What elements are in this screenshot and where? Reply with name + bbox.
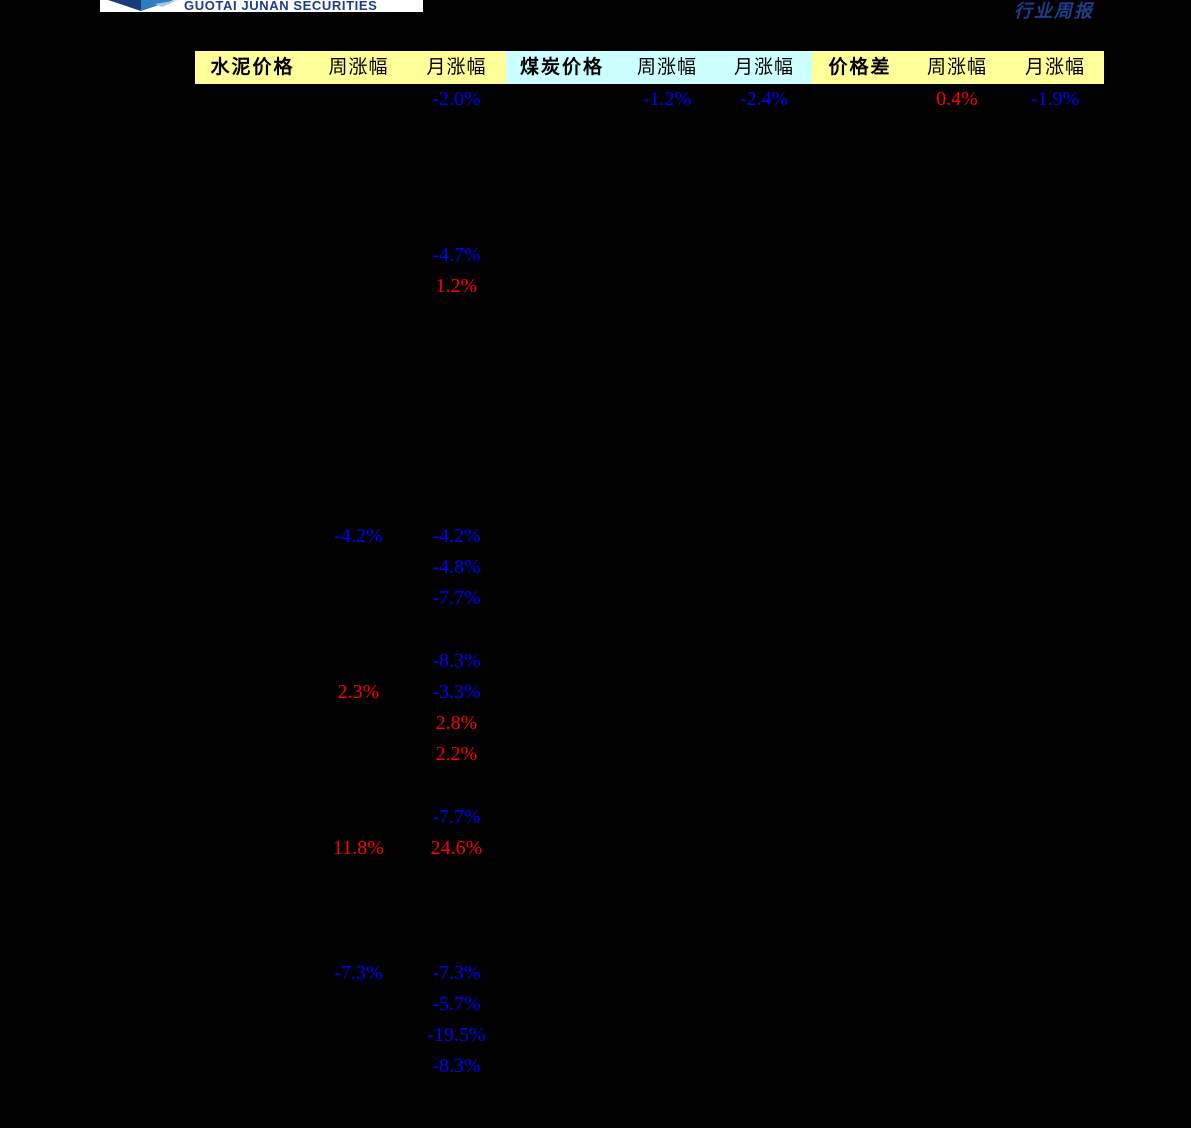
header-cell-coal-4: 周涨幅: [618, 51, 716, 84]
report-type-label: 行业周报: [1014, 1, 1094, 21]
header-cell-coal-5: 月涨幅: [716, 51, 812, 84]
value-cell: 1.2%: [435, 275, 478, 298]
table-body: -2.0% -1.2% -2.4% 0.4% -1.9% -4.7% 1.2% -4.2% -4…: [195, 84, 1104, 1083]
header-cell-spread-6: 价格差: [812, 51, 908, 84]
value-cell: 2.3%: [337, 680, 380, 703]
guotai-junan-logo-icon: [108, 0, 178, 11]
value-cell: -8.3%: [432, 649, 481, 672]
value-cell: -2.4%: [739, 88, 789, 110]
value-cell: -2.0%: [432, 88, 481, 110]
value-cell: -4.7%: [432, 244, 481, 266]
value-cell: -7.3%: [432, 961, 481, 984]
value-cell: -4.2%: [334, 524, 383, 547]
logo-strip: GUOTAI JUNAN SECURITIES: [100, 0, 423, 12]
header-cell-cement-2: 月涨幅: [407, 51, 506, 84]
value-cell: -19.5%: [427, 1024, 486, 1046]
value-cell: -7.7%: [432, 587, 481, 610]
value-cell: -5.7%: [432, 992, 481, 1015]
header-cell-cement-0: 水泥价格: [195, 51, 310, 84]
value-cell: 11.8%: [333, 836, 384, 859]
value-cell: -4.2%: [432, 524, 481, 547]
header-cell-coal-3: 煤炭价格: [506, 51, 618, 84]
value-cell: -1.2%: [642, 88, 692, 110]
value-cell: -8.3%: [432, 1055, 481, 1078]
value-cell: -7.7%: [432, 805, 481, 828]
value-cell: 0.4%: [936, 88, 978, 110]
value-cell: -4.8%: [432, 556, 481, 578]
value-cell: 2.8%: [435, 712, 478, 734]
header-cell-spread-7: 周涨幅: [908, 51, 1006, 84]
value-cell: -1.9%: [1030, 88, 1080, 110]
header-cell-spread-8: 月涨幅: [1006, 51, 1104, 84]
logo-wordmark: GUOTAI JUNAN SECURITIES: [184, 0, 378, 13]
table-header-row: 水泥价格 周涨幅 月涨幅 煤炭价格 周涨幅 月涨幅 价格差 周涨幅 月涨幅: [195, 51, 1104, 84]
value-cell: -7.3%: [334, 961, 383, 984]
value-cell: 24.6%: [430, 836, 483, 859]
price-comparison-table: 水泥价格 周涨幅 月涨幅 煤炭价格 周涨幅 月涨幅 价格差 周涨幅 月涨幅 -2.0% -1.2%…: [195, 51, 1104, 1083]
value-cell: 2.2%: [435, 743, 478, 766]
header-cell-cement-1: 周涨幅: [310, 51, 407, 84]
value-cell: -3.3%: [432, 680, 481, 703]
